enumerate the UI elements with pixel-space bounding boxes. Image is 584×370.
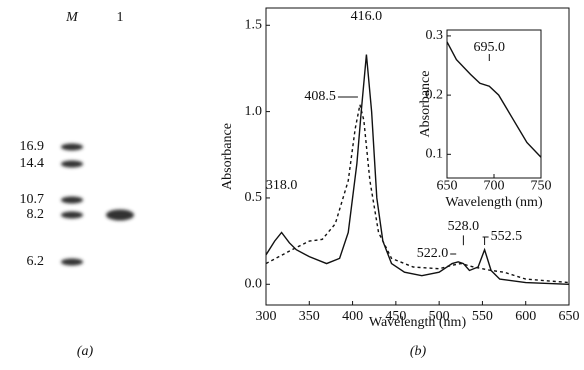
marker-label: 14.4 (20, 156, 45, 171)
x-axis-label: Wavelength (nm) (369, 315, 467, 330)
marker-label: 6.2 (27, 254, 45, 269)
y-tick-label: 0.1 (426, 147, 444, 162)
gel-band (61, 161, 83, 168)
lane-label: 1 (117, 10, 124, 25)
gel-band (61, 259, 83, 266)
marker-label: 8.2 (27, 207, 45, 222)
peak-label: 318.0 (266, 178, 298, 193)
y-tick-label: 0.3 (426, 28, 444, 43)
gel-band (61, 212, 83, 219)
y-tick-label: 0.0 (245, 276, 263, 291)
peak-label: 695.0 (474, 40, 506, 55)
y-axis-label: Absorbance (418, 71, 433, 138)
lane-label: M (65, 10, 79, 25)
y-axis-label: Absorbance (220, 123, 235, 190)
x-axis-label: Wavelength (nm) (445, 195, 543, 210)
x-tick-label: 650 (559, 309, 580, 324)
caption: (a) (77, 344, 94, 359)
marker-label: 16.9 (20, 139, 45, 154)
x-tick-label: 650 (437, 179, 458, 194)
x-tick-label: 750 (531, 179, 552, 194)
peak-label: 522.0 (417, 246, 449, 261)
figure: M16.914.410.78.26.21(a)30035040045050055… (0, 0, 584, 370)
gel-band (61, 144, 83, 151)
gel-band (61, 197, 83, 204)
x-tick-label: 550 (472, 309, 493, 324)
x-tick-label: 400 (342, 309, 363, 324)
caption: (b) (410, 344, 427, 359)
x-tick-label: 600 (515, 309, 536, 324)
marker-label: 10.7 (20, 192, 45, 207)
peak-label: 416.0 (351, 9, 383, 24)
x-tick-label: 700 (484, 179, 505, 194)
x-tick-label: 350 (299, 309, 320, 324)
gel-band (106, 210, 134, 221)
peak-label: 528.0 (448, 219, 480, 234)
peak-label: 408.5 (304, 89, 336, 104)
y-tick-label: 1.0 (245, 104, 263, 119)
x-tick-label: 300 (256, 309, 277, 324)
peak-label: 552.5 (491, 229, 523, 244)
y-tick-label: 1.5 (245, 17, 263, 32)
y-tick-label: 0.5 (245, 190, 263, 205)
